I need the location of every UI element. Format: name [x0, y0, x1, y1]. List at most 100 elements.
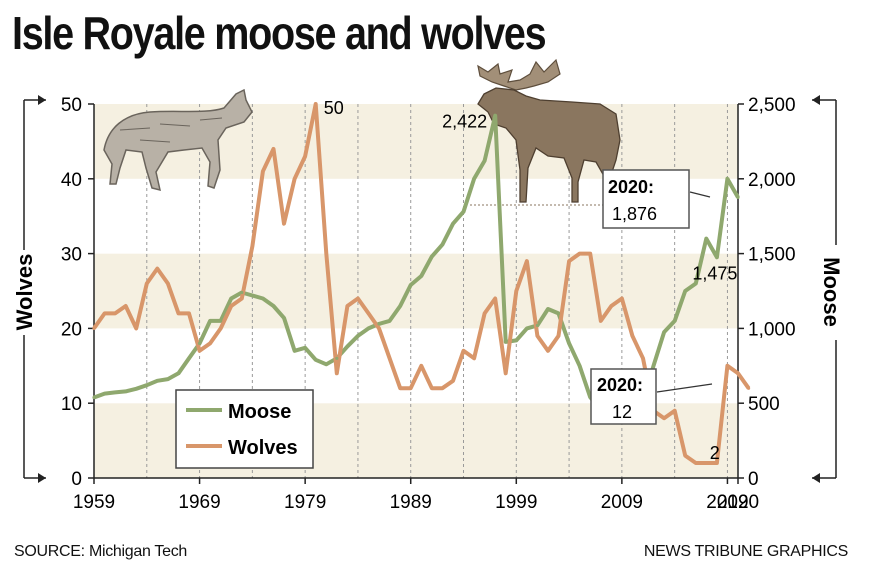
moose-point [461, 210, 466, 214]
moose-point [219, 319, 223, 323]
wolves-point [335, 371, 339, 375]
wolves-point [292, 177, 297, 181]
wolves-point [409, 386, 413, 390]
moose-point [303, 346, 307, 350]
wolves-point [250, 244, 254, 248]
x-tick-label: 2019 [706, 492, 748, 513]
moose-point [345, 344, 349, 348]
moose-point [440, 243, 444, 247]
left-axis-ticks: 0 10 20 30 40 50 [61, 95, 94, 490]
moose-point [388, 319, 392, 323]
wolves-2020-callout: 2020: 12 [590, 368, 713, 425]
wolves-point [535, 334, 540, 338]
moose-point [134, 387, 138, 391]
moose-peak-label: 2,422 [442, 112, 487, 132]
wolves-point [102, 311, 107, 316]
wolves-point [282, 222, 286, 226]
right-tick-label: 1,500 [748, 245, 796, 266]
wolves-point [430, 386, 434, 390]
legend: Moose Wolves [175, 389, 314, 469]
wolves-point [588, 252, 592, 256]
wolves-point [461, 349, 466, 353]
right-tick-label: 2,500 [748, 95, 796, 116]
wolf-illustration [103, 88, 253, 192]
moose-point [683, 289, 687, 293]
left-tick-label: 10 [61, 394, 82, 415]
wolves-point [398, 386, 402, 390]
moose-point [314, 358, 318, 362]
left-bracket-arrow-top [38, 95, 46, 105]
x-tick-label: 2020 [717, 492, 759, 513]
moose-point [377, 322, 381, 326]
moose-point [113, 390, 117, 395]
wolves-point [715, 461, 719, 465]
wolves-point [124, 304, 128, 308]
moose-point [176, 371, 181, 375]
wolves-point [578, 252, 582, 256]
wolves-point [746, 386, 751, 390]
left-tick-label: 50 [61, 95, 82, 116]
moose-point [546, 307, 550, 311]
wolves-point [208, 341, 212, 345]
x-tick-label: 2009 [601, 492, 643, 513]
moose-point [324, 362, 328, 366]
moose-point [704, 237, 708, 241]
right-tick-label: 0 [748, 469, 759, 490]
moose-point [240, 290, 244, 295]
right-bracket-arrow-top [812, 95, 820, 105]
wolves-point [229, 304, 233, 308]
moose-point [419, 274, 423, 278]
moose-point [356, 334, 360, 338]
wolves-point [314, 102, 318, 106]
wolves-point [556, 334, 561, 338]
wolves-point [683, 453, 687, 458]
moose-point [662, 330, 666, 334]
wolves-low-label: 2 [710, 443, 720, 463]
wolves-point [514, 289, 518, 293]
moose-point [250, 293, 254, 298]
moose-point [673, 319, 677, 323]
moose-point [715, 255, 719, 259]
x-tick-label: 1999 [495, 492, 537, 513]
moose-points [92, 114, 740, 423]
wolves-point [377, 326, 381, 330]
moose-point [208, 319, 212, 323]
wolves-point [567, 259, 571, 263]
wolves-point [113, 311, 117, 316]
moose-2020-callout: 2020: 1,876 [602, 169, 711, 229]
right-axis-title: Moose [819, 257, 844, 327]
x-tick-label: 1959 [73, 492, 115, 513]
wolves-point [472, 356, 476, 360]
wolves-points [92, 102, 751, 465]
wolves-point [662, 416, 666, 420]
moose-2020-value: 1,876 [612, 204, 657, 224]
wolves-point [166, 281, 170, 286]
wolves-point [483, 311, 487, 316]
wolves-point [694, 461, 698, 465]
right-axis-ticks: 0 500 1,000 1,500 2,000 2,500 [738, 95, 796, 490]
moose-point [504, 340, 508, 344]
wolves-point [451, 379, 455, 383]
wolves-point [599, 319, 603, 323]
moose-point [736, 195, 740, 199]
moose-2020-label: 2020: [608, 177, 654, 197]
wolves-point [419, 364, 423, 368]
moose-point [472, 177, 476, 181]
wolves-point [356, 296, 360, 301]
moose-point [271, 304, 276, 308]
moose-point [292, 349, 297, 353]
moose-point [409, 283, 413, 287]
wolves-point [673, 409, 677, 413]
moose-point [483, 159, 487, 163]
wolves-2020-value: 12 [612, 402, 632, 422]
moose-point [124, 389, 128, 393]
x-tick-label: 1969 [178, 492, 220, 513]
moose-point [578, 364, 582, 368]
wolves-point [704, 461, 708, 465]
moose-point [493, 114, 497, 118]
moose-point [725, 177, 730, 181]
wolves-point [145, 281, 149, 286]
wolves-point [345, 304, 349, 308]
wolves-point [240, 296, 244, 301]
